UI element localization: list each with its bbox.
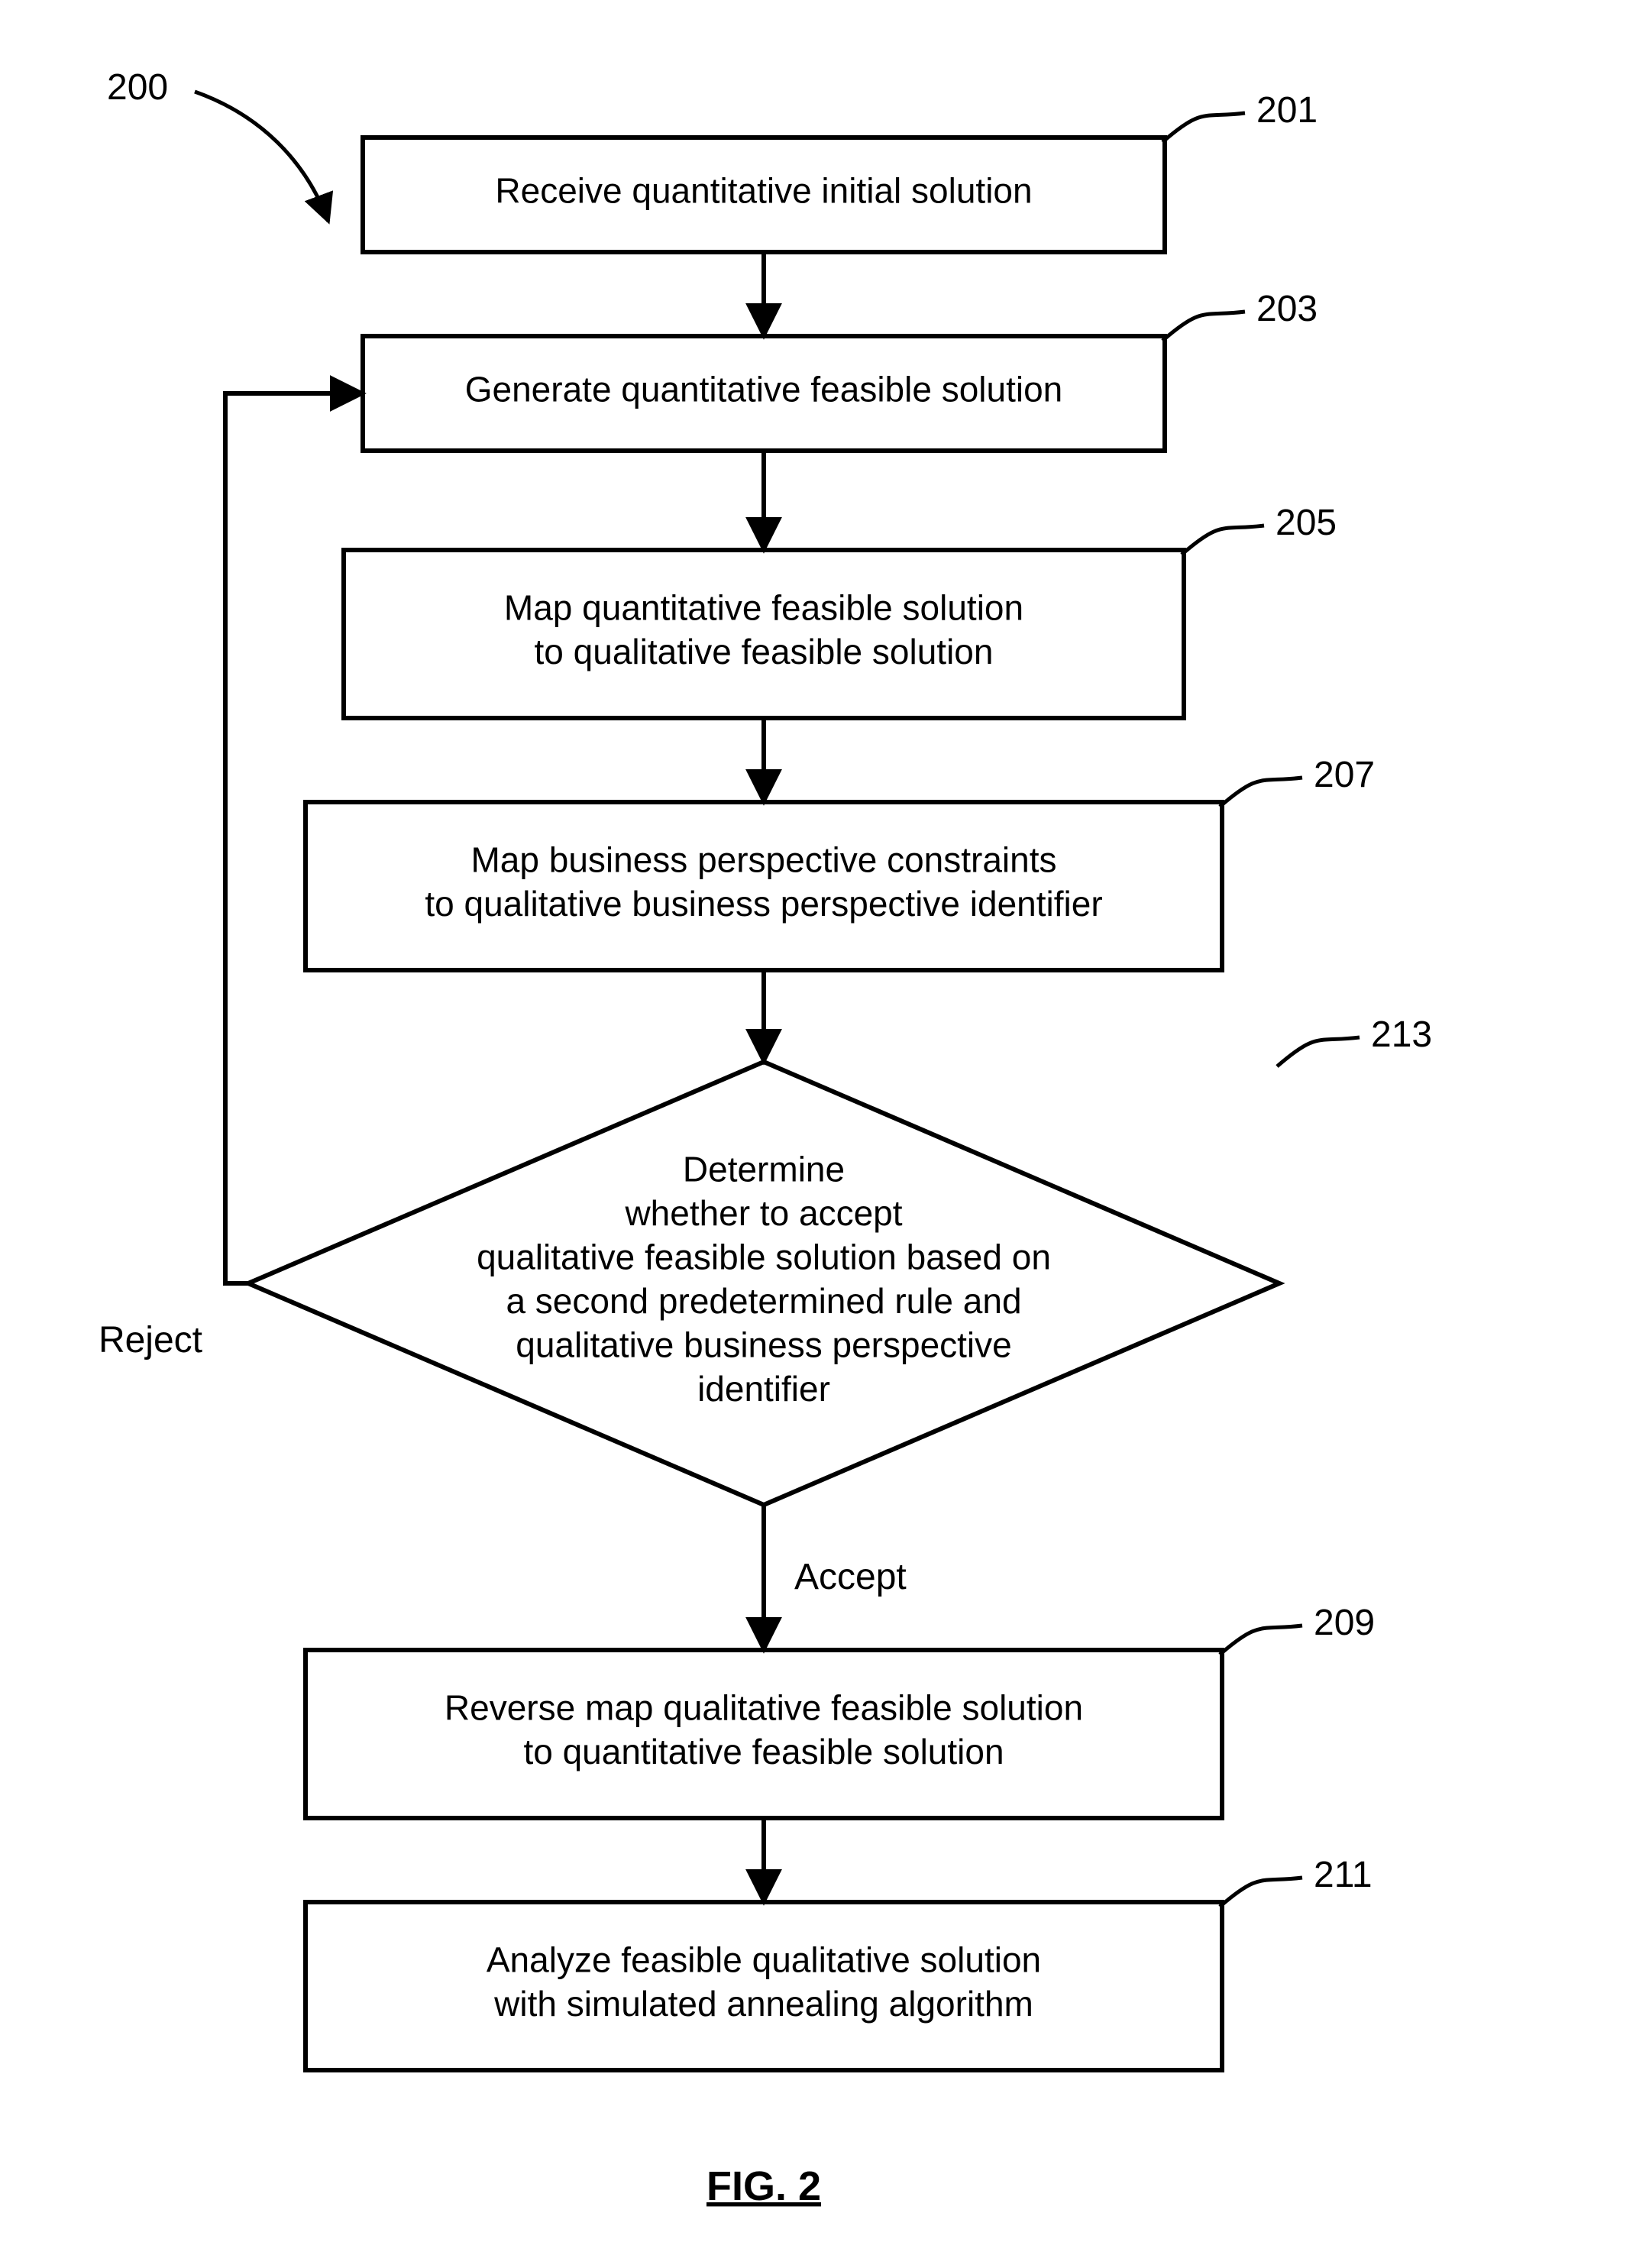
- svg-text:Determine: Determine: [683, 1150, 845, 1189]
- svg-text:203: 203: [1256, 289, 1318, 329]
- svg-text:207: 207: [1314, 755, 1375, 795]
- svg-text:identifier: identifier: [697, 1369, 830, 1409]
- svg-text:205: 205: [1276, 503, 1337, 543]
- svg-text:Analyze feasible qualitative s: Analyze feasible qualitative solution: [487, 1940, 1041, 1980]
- svg-text:Reverse map qualitative feasib: Reverse map qualitative feasible solutio…: [445, 1688, 1083, 1728]
- svg-text:a second predetermined rule an: a second predetermined rule and: [506, 1281, 1021, 1321]
- svg-text:whether to accept: whether to accept: [624, 1193, 902, 1233]
- svg-text:209: 209: [1314, 1603, 1375, 1643]
- svg-text:FIG. 2: FIG. 2: [706, 2163, 821, 2209]
- svg-text:200: 200: [107, 67, 168, 108]
- svg-text:213: 213: [1371, 1014, 1432, 1055]
- edge-feedback: [225, 393, 363, 1283]
- svg-text:to quantitative feasible solut: to quantitative feasible solution: [523, 1732, 1004, 1771]
- svg-text:with simulated annealing algor: with simulated annealing algorithm: [493, 1984, 1033, 2024]
- svg-text:qualitative business perspecti: qualitative business perspective: [516, 1325, 1011, 1365]
- svg-text:qualitative feasible solution: qualitative feasible solution based on: [477, 1238, 1051, 1277]
- svg-text:Generate quantitative feasible: Generate quantitative feasible solution: [465, 369, 1063, 409]
- svg-text:211: 211: [1314, 1855, 1373, 1895]
- svg-text:Map quantitative feasible solu: Map quantitative feasible solution: [504, 588, 1023, 628]
- svg-text:Map business perspective const: Map business perspective constraints: [470, 840, 1056, 880]
- svg-text:to qualitative feasible soluti: to qualitative feasible solution: [535, 632, 994, 671]
- svg-text:Receive quantitative initial s: Receive quantitative initial solution: [495, 170, 1032, 210]
- svg-text:Accept: Accept: [794, 1557, 907, 1597]
- svg-text:to qualitative business perspe: to qualitative business perspective iden…: [425, 884, 1102, 924]
- svg-text:201: 201: [1256, 90, 1318, 131]
- svg-text:Reject: Reject: [99, 1320, 202, 1360]
